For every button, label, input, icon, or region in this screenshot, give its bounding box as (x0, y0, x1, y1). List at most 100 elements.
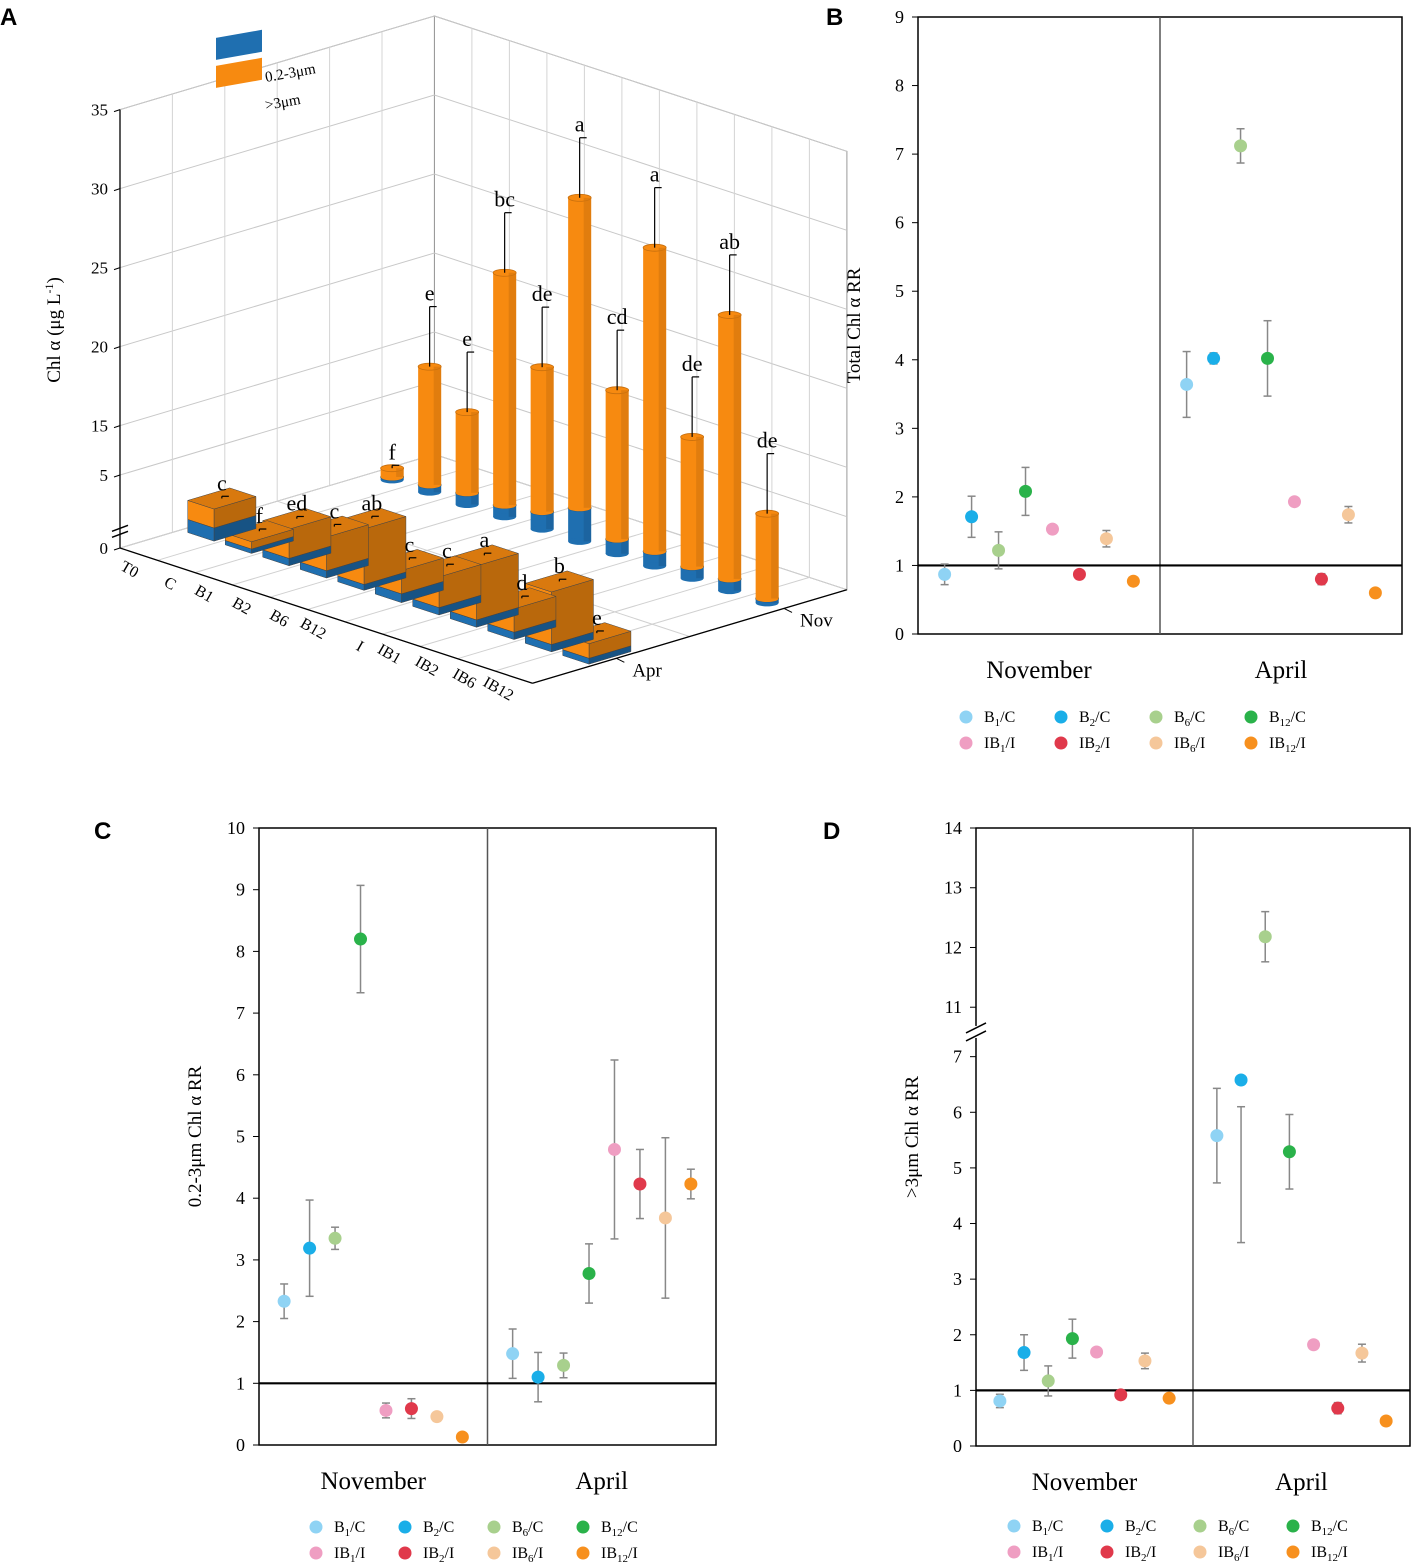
y-tick-label: 0 (100, 539, 109, 558)
y-tick-label: 2 (236, 1312, 245, 1332)
legend-label: IB2/I (423, 1545, 454, 1562)
legend-label-suffix: /I (628, 1545, 638, 1562)
legend-marker (1149, 736, 1163, 750)
bar-nov-large (755, 509, 780, 603)
legend-label: IB6/I (1174, 735, 1205, 755)
y-tick-label: 6 (953, 1102, 962, 1122)
y-tick-label: 12 (944, 937, 962, 957)
data-point-b1-c (938, 567, 952, 581)
significance-letter: ab (719, 229, 740, 254)
bar-nov-large (605, 386, 630, 543)
bar-nov-large-shade (433, 366, 442, 485)
y-axis-label: Chl α (μg L-1) (42, 277, 65, 383)
significance-letter: d (516, 570, 527, 595)
y-tick-label: 4 (953, 1214, 962, 1234)
bar-nov-small-shade (508, 505, 517, 517)
data-point-b2-c (531, 1370, 545, 1384)
category-label: B1 (192, 582, 217, 606)
y-tick (113, 425, 121, 429)
legend-label-sub: 1 (1048, 1552, 1054, 1562)
legend-label-prefix: B (334, 1519, 345, 1536)
data-point-b2-c (965, 510, 979, 524)
y-axis-label: >3μm Chl α RR (902, 1076, 923, 1199)
legend-marker (959, 710, 973, 724)
y-tick-label: 25 (91, 259, 108, 278)
bar-nov-large-shade (621, 390, 629, 540)
legend-marker (1007, 1519, 1021, 1533)
depth-axis-line (532, 589, 848, 684)
data-point-b1-c (1180, 377, 1194, 391)
legend-label-prefix: B (423, 1519, 434, 1536)
significance-letter: c (404, 532, 414, 557)
bar-nov-small-body (493, 505, 517, 517)
legend-label-prefix: B (1125, 1518, 1136, 1535)
data-point-ib6-i (1099, 532, 1113, 546)
y-tick-label: 4 (895, 350, 904, 370)
legend-label-sub: 1 (345, 1527, 351, 1539)
legend-label-sub: 2 (439, 1553, 445, 1562)
data-point-ib2-i (1314, 572, 1328, 586)
y-tick-label: 2 (953, 1325, 962, 1345)
y-tick-label: 0 (236, 1435, 245, 1455)
significance-letter: f (256, 503, 264, 528)
legend-label-prefix: IB (1079, 735, 1095, 752)
y-tick-label: 3 (236, 1250, 245, 1270)
data-point-b6-c (992, 543, 1006, 557)
significance-letter: ab (361, 490, 382, 515)
legend-label-prefix: IB (601, 1545, 617, 1562)
legend-label-sub: 2 (434, 1527, 440, 1539)
legend-label-sub: 12 (1322, 1526, 1333, 1538)
data-point-ib2-i (1114, 1388, 1128, 1402)
y-axis-label: 0.2-3μm Chl α RR (185, 1065, 206, 1207)
legend-marker (1054, 710, 1068, 724)
legend-label: IB12/I (601, 1545, 638, 1562)
y-tick-label: 5 (236, 1127, 245, 1147)
data-point-b2-c (1207, 351, 1221, 365)
data-point-ib6-i (1138, 1354, 1152, 1368)
significance-letter: c (329, 498, 339, 523)
data-point-b6-c (1041, 1374, 1055, 1388)
legend-label-sub: 12 (617, 1553, 628, 1562)
legend-label-prefix: IB (1032, 1544, 1048, 1561)
legend-label-suffix: /I (534, 1545, 544, 1562)
legend-label-sub: 6 (1229, 1526, 1235, 1538)
legend-label-suffix: /C (1291, 709, 1306, 726)
legend-label-sub: 2 (1141, 1552, 1147, 1562)
y-tick-label: 1 (236, 1373, 245, 1393)
significance-letter: a (650, 162, 660, 187)
group-label-november: November (1032, 1469, 1138, 1496)
legend-label-prefix: B (512, 1519, 523, 1536)
legend-label-prefix: IB (1218, 1544, 1234, 1561)
y-tick-label: 14 (944, 818, 962, 838)
legend-label-sub: 6 (1185, 717, 1191, 729)
data-point-ib2-i (1072, 567, 1086, 581)
legend-label-suffix: /C (1190, 709, 1205, 726)
y-tick-label: 4 (236, 1188, 245, 1208)
legend-label-sub: 2 (1090, 717, 1096, 729)
group-label-april: April (1255, 657, 1308, 684)
category-label: B12 (297, 615, 329, 643)
data-point-b2-c (1234, 1073, 1248, 1087)
data-point-ib1-i (379, 1403, 393, 1417)
significance-letter: f (388, 439, 396, 464)
y-tick-label: 9 (236, 880, 245, 900)
legend-label-suffix: /C (1000, 709, 1015, 726)
legend-label: IB12/I (1311, 1544, 1348, 1562)
bar-nov-large (492, 268, 517, 509)
legend-label-sub: 12 (1285, 743, 1296, 755)
y-tick (113, 547, 121, 551)
bar-nov-large-shade (733, 314, 742, 579)
significance-letter: de (757, 428, 778, 453)
data-point-b1-c (506, 1347, 520, 1361)
group-label-april: April (1275, 1469, 1328, 1496)
legend-label: IB12/I (1269, 735, 1306, 755)
legend-marker (398, 1520, 412, 1534)
legend-label-suffix: /I (1101, 735, 1111, 752)
legend-label-suffix: /C (528, 1519, 543, 1536)
significance-letter: b (554, 553, 565, 578)
depth-tick (616, 657, 625, 663)
data-point-b12-c (1065, 1332, 1079, 1346)
